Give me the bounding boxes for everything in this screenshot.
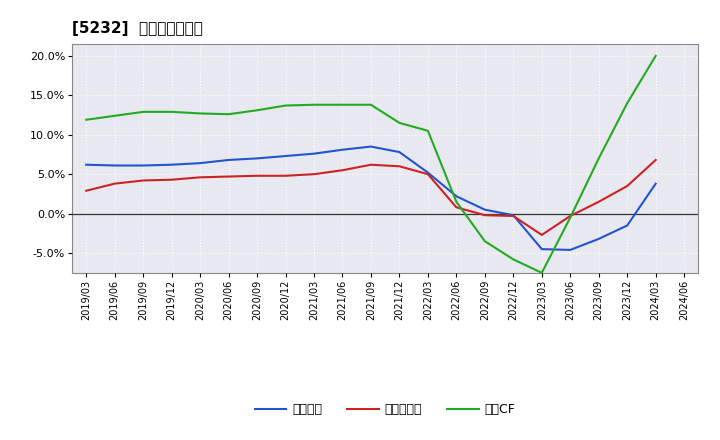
当期純利益: [652, 158, 660, 163]
経常利益: [139, 163, 148, 168]
当期純利益: [537, 232, 546, 238]
Line: 経常利益: 経常利益: [86, 147, 656, 250]
経常利益: [509, 213, 518, 218]
当期純利益: [167, 177, 176, 182]
当期純利益: [82, 188, 91, 194]
当期純利益: [338, 168, 347, 173]
営業CF: [652, 53, 660, 59]
営業CF: [139, 109, 148, 114]
経常利益: [338, 147, 347, 152]
当期純利益: [196, 175, 204, 180]
営業CF: [623, 100, 631, 106]
経常利益: [480, 207, 489, 213]
営業CF: [196, 111, 204, 116]
営業CF: [253, 108, 261, 113]
当期純利益: [595, 199, 603, 205]
営業CF: [395, 120, 404, 125]
営業CF: [537, 270, 546, 275]
営業CF: [167, 109, 176, 114]
営業CF: [82, 117, 91, 122]
当期純利益: [225, 174, 233, 179]
Legend: 経常利益, 当期純利益, 営業CF: 経常利益, 当期純利益, 営業CF: [250, 398, 521, 421]
経常利益: [623, 223, 631, 228]
当期純利益: [139, 178, 148, 183]
営業CF: [423, 128, 432, 133]
営業CF: [509, 257, 518, 262]
Line: 営業CF: 営業CF: [86, 56, 656, 273]
当期純利益: [452, 205, 461, 210]
営業CF: [310, 102, 318, 107]
経常利益: [310, 151, 318, 156]
営業CF: [595, 156, 603, 161]
経常利益: [652, 181, 660, 186]
営業CF: [110, 113, 119, 118]
Text: [5232]  マージンの推移: [5232] マージンの推移: [72, 21, 203, 36]
営業CF: [566, 215, 575, 220]
経常利益: [282, 154, 290, 159]
当期純利益: [623, 183, 631, 189]
営業CF: [366, 102, 375, 107]
当期純利益: [310, 172, 318, 177]
当期純利益: [423, 172, 432, 177]
経常利益: [366, 144, 375, 149]
経常利益: [595, 236, 603, 242]
当期純利益: [110, 181, 119, 186]
経常利益: [253, 156, 261, 161]
経常利益: [537, 246, 546, 252]
当期純利益: [395, 164, 404, 169]
経常利益: [566, 247, 575, 253]
当期純利益: [253, 173, 261, 178]
経常利益: [167, 162, 176, 167]
経常利益: [82, 162, 91, 167]
営業CF: [452, 199, 461, 205]
経常利益: [196, 161, 204, 166]
営業CF: [338, 102, 347, 107]
当期純利益: [509, 213, 518, 219]
経常利益: [395, 150, 404, 155]
経常利益: [110, 163, 119, 168]
当期純利益: [480, 213, 489, 218]
経常利益: [423, 170, 432, 175]
当期純利益: [282, 173, 290, 178]
当期純利益: [566, 213, 575, 219]
経常利益: [452, 194, 461, 199]
経常利益: [225, 158, 233, 163]
営業CF: [480, 238, 489, 244]
当期純利益: [366, 162, 375, 167]
営業CF: [282, 103, 290, 108]
営業CF: [225, 112, 233, 117]
Line: 当期純利益: 当期純利益: [86, 160, 656, 235]
